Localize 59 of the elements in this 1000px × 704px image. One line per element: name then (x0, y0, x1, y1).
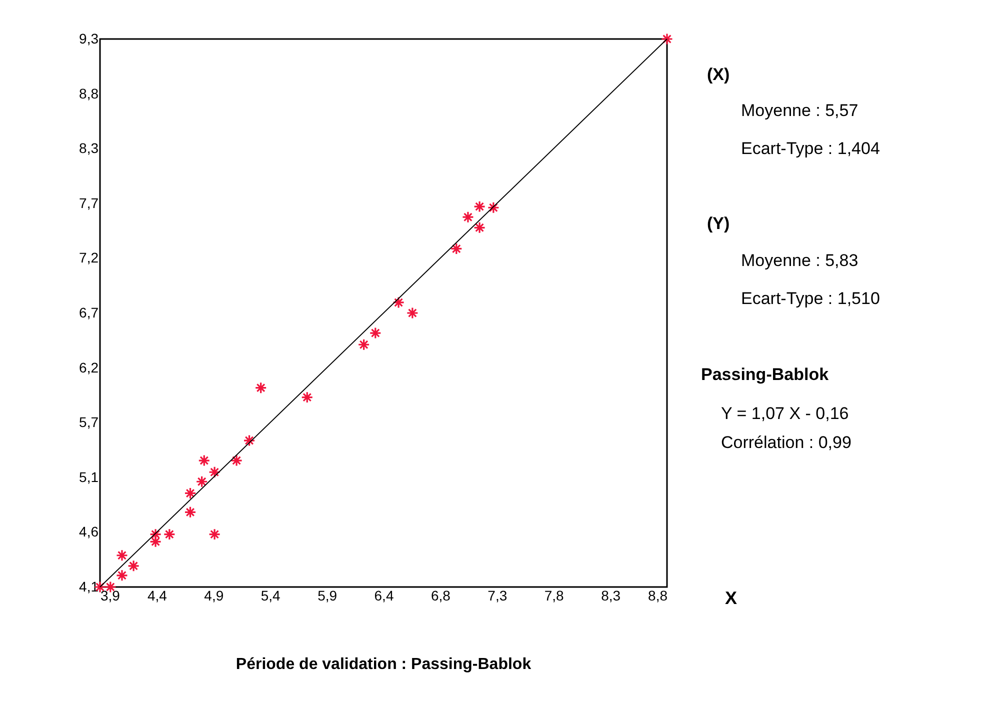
text: Corrélation : 0,99 (721, 433, 852, 452)
point (198, 454, 210, 467)
point (243, 434, 256, 447)
point (208, 466, 221, 478)
point (150, 536, 162, 548)
x-tick-label: 7,8 (544, 588, 564, 604)
point (474, 222, 486, 234)
point (116, 569, 128, 582)
x-tick-label: 5,9 (318, 588, 338, 604)
text: Passing-Bablok (701, 365, 830, 384)
point (150, 528, 162, 540)
point (369, 326, 382, 340)
text: Moyenne : 5,57 (741, 101, 858, 120)
y-tick-label: 5,7 (79, 414, 99, 430)
text: (X) (707, 65, 730, 84)
point (660, 32, 674, 46)
x-tick-label: 8,3 (601, 588, 621, 604)
point (230, 454, 243, 467)
text: Ecart-Type : 1,510 (741, 289, 880, 308)
x-tick-label: 8,8 (648, 588, 668, 604)
y-tick-label: 4,6 (79, 524, 99, 540)
y-tick-label: 7,7 (79, 194, 99, 211)
point (301, 391, 314, 404)
point (184, 506, 196, 518)
point (358, 338, 370, 351)
point (163, 528, 176, 540)
x-tick-label: 6,8 (430, 588, 451, 604)
x-tick-label: 7,3 (488, 588, 508, 604)
y-tick-label: 5,1 (79, 468, 99, 485)
text: Ecart-Type : 1,404 (741, 139, 880, 158)
text: Moyenne : 5,83 (741, 251, 858, 270)
y-tick-label: 9,3 (79, 30, 99, 46)
x-tick-label: 4,4 (147, 588, 168, 604)
point (487, 202, 500, 214)
point (474, 200, 486, 213)
y-tick-label: 4,1 (79, 578, 99, 594)
x-axis-title: X (725, 588, 738, 608)
text: Y = 1,07 X - 0,16 (721, 404, 849, 423)
x-tick-label: 6,4 (374, 588, 394, 604)
x-tick-label: 5,4 (260, 588, 281, 604)
point (406, 306, 418, 320)
y-tick-label: 8,8 (79, 85, 99, 102)
y-tick-label: 8,3 (79, 140, 99, 156)
point (450, 242, 462, 255)
point (196, 476, 208, 488)
point (392, 296, 405, 309)
y-tick-label: 7,2 (79, 250, 99, 266)
text: (Y) (707, 214, 730, 233)
point (208, 528, 221, 540)
point (462, 211, 474, 224)
y-tick-label: 6,2 (79, 359, 99, 376)
point (116, 549, 128, 562)
y-tick-label: 6,7 (79, 304, 99, 320)
point (254, 382, 267, 394)
point (128, 560, 140, 572)
x-tick-label: 3,9 (100, 588, 120, 604)
text: Période de validation : Passing-Bablok (236, 656, 532, 673)
point (184, 487, 196, 500)
x-tick-label: 4,9 (204, 588, 224, 604)
